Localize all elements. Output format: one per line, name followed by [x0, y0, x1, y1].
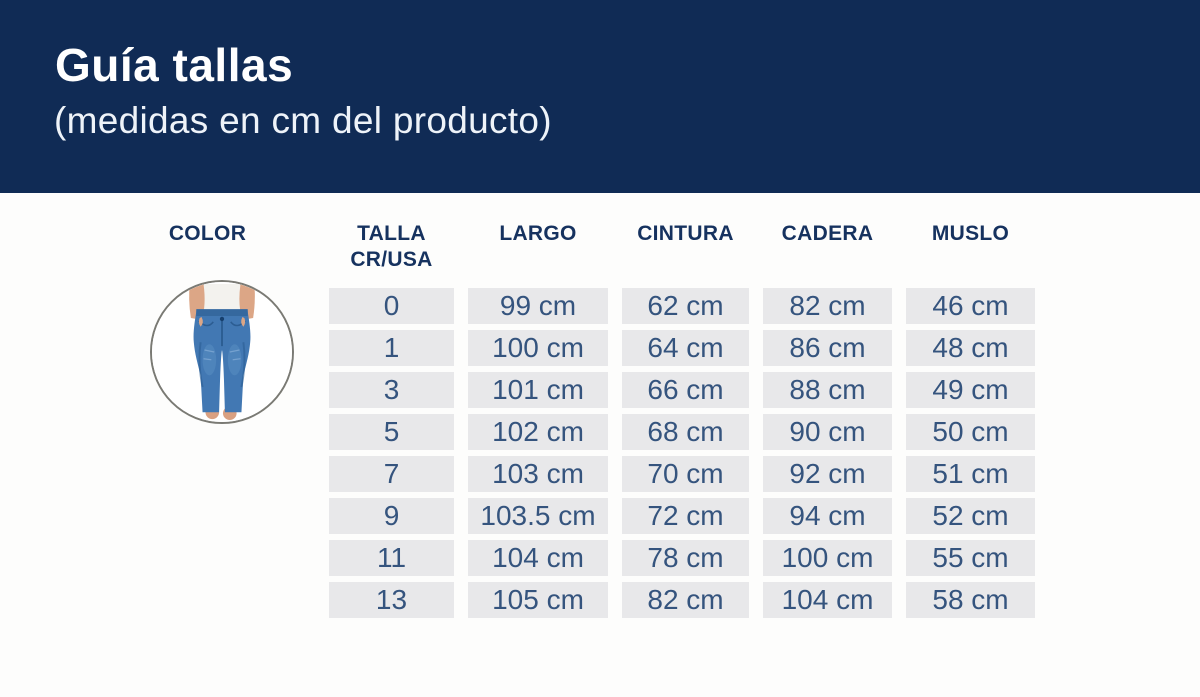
cell-talla: 0	[329, 288, 454, 324]
cell-cintura: 62 cm	[622, 288, 749, 324]
column-header-talla-line1: TALLA	[357, 222, 426, 245]
cell-cadera: 94 cm	[763, 498, 892, 534]
cell-cintura: 78 cm	[622, 540, 749, 576]
cell-cadera: 90 cm	[763, 414, 892, 450]
row-spacer	[100, 540, 315, 576]
cell-largo: 101 cm	[468, 372, 608, 408]
cell-cadera: 92 cm	[763, 456, 892, 492]
cell-muslo: 50 cm	[906, 414, 1035, 450]
page-title: Guía tallas	[55, 39, 294, 91]
cell-muslo: 52 cm	[906, 498, 1035, 534]
page-subtitle: (medidas en cm del producto)	[54, 100, 552, 141]
cell-muslo: 55 cm	[906, 540, 1035, 576]
header-band: Guía tallas (medidas en cm del producto)	[0, 0, 1200, 193]
column-header-cadera: CADERA	[781, 222, 874, 245]
cell-largo: 103.5 cm	[468, 498, 608, 534]
column-header-largo: LARGO	[499, 222, 577, 245]
cell-cintura: 72 cm	[622, 498, 749, 534]
cell-largo: 104 cm	[468, 540, 608, 576]
cell-talla: 3	[329, 372, 454, 408]
cell-cintura: 70 cm	[622, 456, 749, 492]
cell-cintura: 82 cm	[622, 582, 749, 618]
cell-largo: 102 cm	[468, 414, 608, 450]
size-table: COLOR TALLA CR/USA LARGO CINTURA CADERA …	[100, 218, 1035, 618]
cell-cadera: 82 cm	[763, 288, 892, 324]
cell-cintura: 68 cm	[622, 414, 749, 450]
row-spacer	[100, 456, 315, 492]
row-spacer	[100, 498, 315, 534]
cell-muslo: 51 cm	[906, 456, 1035, 492]
column-header-cintura: CINTURA	[637, 222, 734, 245]
cell-largo: 105 cm	[468, 582, 608, 618]
jeans-image	[152, 282, 292, 422]
cell-talla: 7	[329, 456, 454, 492]
column-header-muslo: MUSLO	[931, 222, 1010, 245]
cell-cintura: 64 cm	[622, 330, 749, 366]
cell-talla: 11	[329, 540, 454, 576]
cell-cintura: 66 cm	[622, 372, 749, 408]
cell-talla: 9	[329, 498, 454, 534]
cell-cadera: 88 cm	[763, 372, 892, 408]
cell-cadera: 100 cm	[763, 540, 892, 576]
cell-talla: 13	[329, 582, 454, 618]
cell-talla: 5	[329, 414, 454, 450]
cell-largo: 103 cm	[468, 456, 608, 492]
column-header-color: COLOR	[168, 222, 247, 245]
product-photo	[150, 280, 294, 424]
cell-cadera: 104 cm	[763, 582, 892, 618]
cell-muslo: 46 cm	[906, 288, 1035, 324]
cell-largo: 100 cm	[468, 330, 608, 366]
cell-talla: 1	[329, 330, 454, 366]
cell-muslo: 58 cm	[906, 582, 1035, 618]
column-header-talla: TALLA CR/USA	[329, 218, 454, 282]
column-header-talla-line2: CR/USA	[350, 248, 433, 272]
cell-cadera: 86 cm	[763, 330, 892, 366]
cell-largo: 99 cm	[468, 288, 608, 324]
cell-muslo: 48 cm	[906, 330, 1035, 366]
row-spacer	[100, 582, 315, 618]
cell-muslo: 49 cm	[906, 372, 1035, 408]
